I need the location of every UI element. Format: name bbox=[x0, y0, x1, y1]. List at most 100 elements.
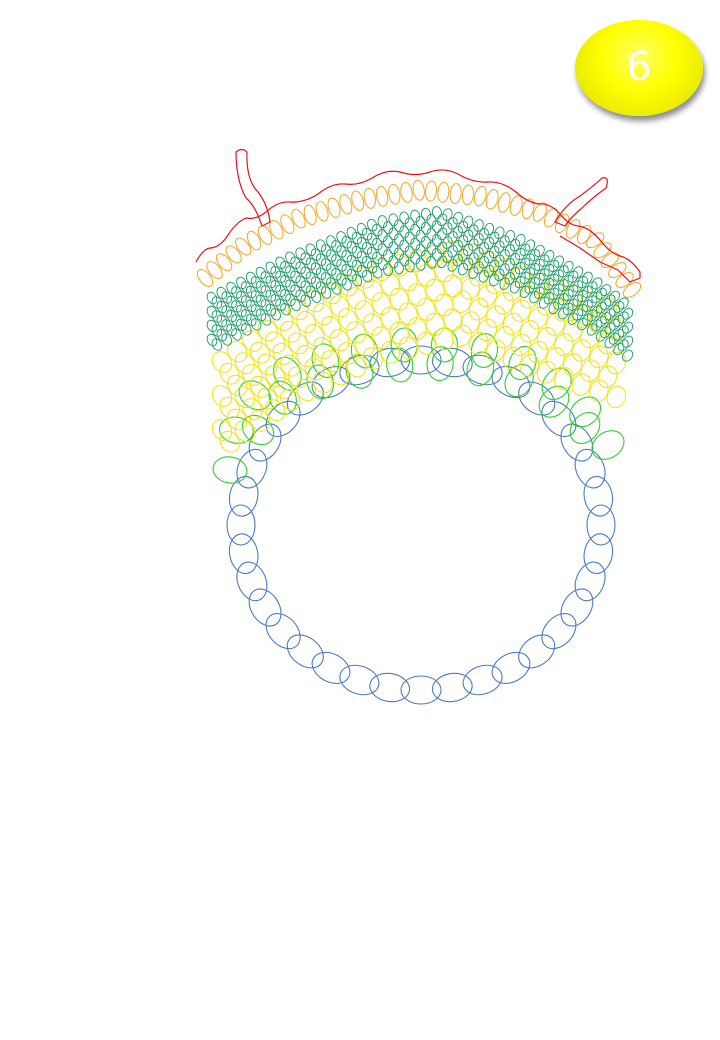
dark-green-cell bbox=[577, 289, 588, 303]
yellow-cell bbox=[272, 343, 293, 365]
dark-green-cell bbox=[245, 285, 257, 299]
dark-green-cell bbox=[310, 248, 322, 261]
green-cell bbox=[591, 430, 625, 460]
dark-green-cell bbox=[622, 349, 634, 362]
orange-cell bbox=[593, 242, 612, 259]
blue-cell bbox=[400, 675, 442, 705]
orange-cell bbox=[485, 189, 499, 210]
dark-green-cell bbox=[534, 244, 545, 258]
orange-cell bbox=[351, 190, 365, 211]
dark-green-cell bbox=[558, 279, 569, 292]
dark-green-cell bbox=[504, 230, 515, 243]
dark-green-cell bbox=[285, 293, 296, 307]
dark-green-cell bbox=[255, 294, 267, 308]
dark-green-cell bbox=[468, 252, 479, 266]
dark-green-cell bbox=[489, 259, 500, 273]
yellow-cell bbox=[606, 317, 627, 341]
dark-green-cell bbox=[604, 336, 616, 349]
dark-green-cell bbox=[447, 245, 458, 258]
dark-green-cell bbox=[524, 253, 536, 266]
dark-green-cell bbox=[275, 256, 286, 269]
dark-green-cell bbox=[478, 269, 489, 283]
green-cell bbox=[386, 347, 414, 383]
dark-green-cell bbox=[447, 217, 458, 230]
dark-green-cell bbox=[241, 309, 252, 322]
dark-green-cell bbox=[211, 310, 223, 323]
yellow-cell bbox=[296, 310, 316, 334]
dark-green-cell bbox=[290, 284, 301, 298]
orange-cell bbox=[225, 245, 242, 264]
blue-cell bbox=[369, 672, 411, 703]
dark-green-cell bbox=[558, 307, 569, 320]
yellow-cell bbox=[398, 268, 418, 292]
dark-green-cell bbox=[336, 245, 347, 258]
dark-green-cell bbox=[351, 259, 363, 273]
dark-green-cell bbox=[577, 303, 588, 317]
dark-green-cell bbox=[260, 271, 272, 284]
dark-green-cell bbox=[280, 289, 291, 302]
blue-cell bbox=[491, 651, 531, 684]
orange-cell bbox=[303, 204, 317, 226]
dark-green-cell bbox=[538, 296, 550, 309]
yellow-cell bbox=[257, 353, 278, 376]
dark-green-cell bbox=[468, 238, 479, 252]
dark-green-cell bbox=[241, 281, 252, 294]
dark-green-cell bbox=[216, 286, 228, 300]
blue-cell bbox=[574, 448, 606, 489]
dark-green-cell bbox=[300, 294, 311, 307]
dark-green-cell bbox=[361, 241, 373, 255]
dark-green-cell bbox=[543, 278, 555, 291]
dark-green-cell bbox=[260, 285, 272, 298]
dark-green-cell bbox=[231, 300, 242, 313]
dark-green-cell bbox=[310, 276, 322, 289]
dark-green-cell bbox=[473, 219, 484, 232]
yellow-cell bbox=[606, 385, 627, 409]
dark-green-cell bbox=[290, 298, 301, 312]
orange-cell bbox=[215, 253, 233, 272]
dark-green-cell bbox=[206, 333, 218, 347]
dark-green-cell bbox=[437, 227, 448, 241]
yellow-cell bbox=[280, 388, 301, 411]
dark-green-cell bbox=[336, 273, 347, 286]
yellow-cell bbox=[312, 303, 333, 326]
dark-green-cell bbox=[310, 262, 322, 275]
yellow-cell bbox=[287, 366, 309, 389]
yellow-cell bbox=[511, 299, 531, 322]
dark-green-cell bbox=[524, 267, 536, 280]
dark-green-cell bbox=[280, 261, 291, 274]
orange-cell bbox=[449, 183, 462, 205]
dark-green-cell bbox=[519, 243, 531, 256]
dark-green-cell bbox=[582, 313, 593, 326]
dark-green-cell bbox=[241, 295, 252, 308]
dark-green-cell bbox=[567, 270, 579, 283]
blue-cell bbox=[228, 533, 259, 575]
blue-cell bbox=[226, 504, 256, 546]
green-cell bbox=[306, 364, 335, 400]
dark-green-cell bbox=[457, 234, 469, 248]
dark-green-cell bbox=[206, 319, 218, 333]
blue-cell bbox=[431, 347, 473, 378]
dark-green-cell bbox=[310, 290, 322, 303]
orange-cell bbox=[622, 282, 642, 298]
dark-green-cell bbox=[463, 243, 474, 257]
dark-green-cell bbox=[529, 291, 540, 304]
dark-green-cell bbox=[586, 309, 598, 322]
dark-green-cell bbox=[393, 261, 404, 275]
dark-green-cell bbox=[290, 270, 301, 284]
yellow-cell bbox=[346, 287, 366, 310]
yellow-cell bbox=[606, 351, 627, 375]
dark-green-cell bbox=[336, 259, 347, 272]
green-cell bbox=[504, 363, 534, 398]
dark-green-cell bbox=[489, 245, 500, 259]
blue-cell bbox=[541, 613, 577, 650]
yellow-cell bbox=[234, 386, 255, 409]
orange-cell bbox=[280, 214, 295, 235]
yellow-cell bbox=[280, 354, 301, 377]
dark-green-cell bbox=[548, 287, 560, 301]
dark-green-cell bbox=[265, 261, 277, 274]
yellow-cell bbox=[571, 339, 592, 362]
dark-green-cell bbox=[372, 265, 383, 279]
yellow-cell bbox=[227, 340, 248, 363]
dark-green-cell bbox=[529, 249, 540, 262]
slide-number-badge: 6 bbox=[575, 20, 703, 116]
